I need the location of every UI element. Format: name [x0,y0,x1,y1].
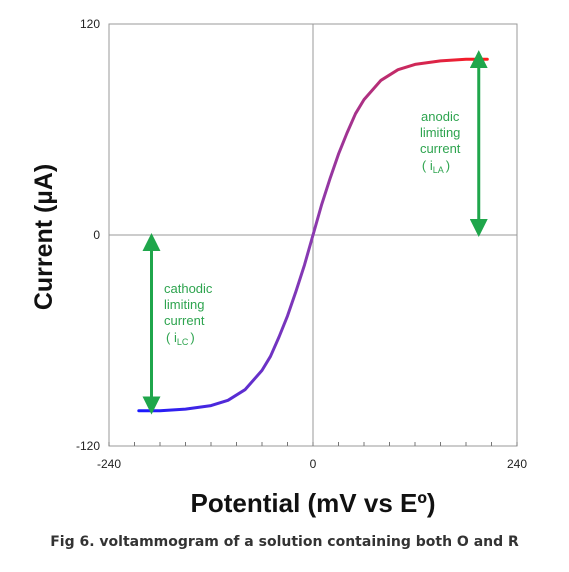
x-tick-label-right: 240 [507,457,527,471]
cathodic-annotation: cathodic limiting current ( iLC) [164,281,216,347]
x-axis-title: Potential (mV vs Eº) [191,488,436,518]
y-axis-title: Current (µA) [30,164,58,310]
y-tick-label-top: 120 [80,17,100,31]
x-minor-ticks [108,442,518,446]
voltammogram-curve [137,57,489,413]
x-tick-label-left: -240 [97,457,121,471]
figure-caption: Fig 6. voltammogram of a solution contai… [50,534,519,550]
y-tick-label-mid: 0 [93,228,100,242]
y-tick-label-bottom: -120 [76,439,100,453]
anodic-annotation: anodic limiting current ( iLA) [420,109,464,175]
x-tick-label-mid: 0 [310,457,317,471]
voltammogram-chart: 120 0 -120 -240 0 240 anodic limiting cu… [30,17,527,518]
